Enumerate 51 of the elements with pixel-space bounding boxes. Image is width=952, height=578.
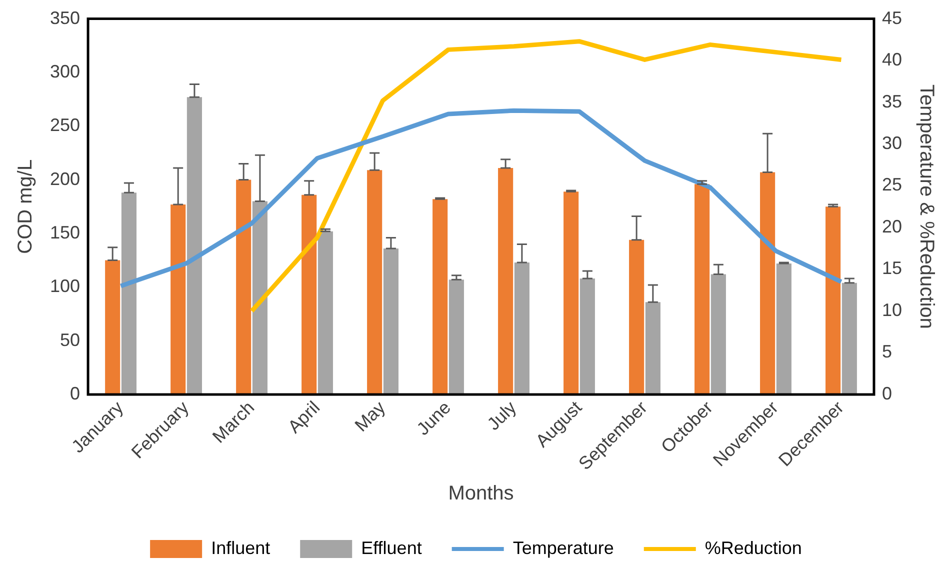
y-tick-label: 100 bbox=[50, 276, 80, 296]
bar bbox=[694, 184, 710, 394]
bar bbox=[629, 240, 644, 394]
bar bbox=[432, 199, 448, 394]
y-tick-label: 50 bbox=[60, 330, 80, 350]
bar bbox=[498, 168, 514, 394]
y-tick-label: 200 bbox=[50, 168, 80, 189]
bar bbox=[580, 278, 595, 394]
bar bbox=[760, 172, 776, 394]
bar bbox=[448, 280, 464, 394]
y2-tick-label: 15 bbox=[882, 258, 902, 278]
bar bbox=[318, 231, 333, 394]
y-tick-label: 150 bbox=[50, 222, 80, 242]
legend-label: %Reduction bbox=[704, 538, 802, 558]
bar bbox=[170, 204, 186, 394]
legend-label: Effluent bbox=[361, 538, 422, 558]
y-tick-label: 250 bbox=[50, 115, 80, 136]
y-tick-label: 350 bbox=[50, 8, 80, 28]
bar bbox=[842, 282, 857, 394]
bar bbox=[710, 274, 726, 394]
y2-tick-label: 5 bbox=[882, 342, 892, 362]
y2-tick-label: 35 bbox=[882, 91, 902, 112]
y2-tick-label: 30 bbox=[882, 132, 902, 153]
bar bbox=[186, 97, 202, 394]
bar bbox=[252, 201, 268, 394]
bar bbox=[514, 262, 530, 394]
bar bbox=[121, 192, 136, 394]
bar bbox=[776, 264, 792, 394]
y2-axis-title: Temperature & %Reduction bbox=[915, 84, 938, 329]
y-tick-label: 0 bbox=[70, 383, 80, 404]
bar bbox=[645, 302, 660, 394]
x-tick-label: July bbox=[483, 397, 520, 434]
y2-tick-label: 45 bbox=[882, 8, 902, 28]
x-tick-label: May bbox=[350, 397, 390, 436]
y2-tick-label: 0 bbox=[882, 383, 892, 404]
bar bbox=[383, 248, 398, 394]
y-axis-title: COD mg/L bbox=[14, 159, 37, 254]
y2-tick-label: 40 bbox=[882, 50, 902, 70]
legend-label: Influent bbox=[211, 538, 270, 558]
bar bbox=[367, 170, 382, 394]
y-tick-label: 300 bbox=[50, 61, 80, 82]
bar bbox=[105, 260, 120, 394]
legend-label: Temperature bbox=[512, 538, 614, 558]
bar bbox=[236, 180, 252, 394]
y2-tick-label: 20 bbox=[882, 216, 902, 236]
bar bbox=[564, 192, 579, 394]
y2-tick-label: 10 bbox=[882, 300, 902, 320]
bar bbox=[826, 206, 841, 394]
bar bbox=[302, 194, 317, 394]
x-axis-title: Months bbox=[448, 482, 514, 505]
y2-tick-label: 25 bbox=[882, 174, 902, 195]
